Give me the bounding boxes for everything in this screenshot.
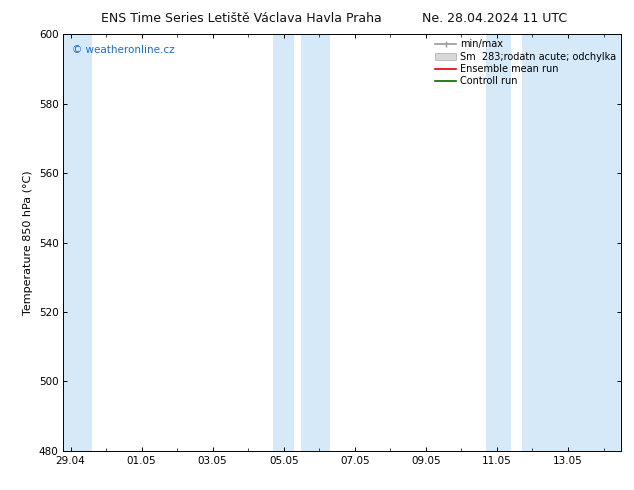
Text: © weatheronline.cz: © weatheronline.cz	[72, 45, 174, 55]
Text: Ne. 28.04.2024 11 UTC: Ne. 28.04.2024 11 UTC	[422, 12, 567, 25]
Text: ENS Time Series Letiště Václava Havla Praha: ENS Time Series Letiště Václava Havla Pr…	[101, 12, 381, 25]
Bar	[63, 34, 92, 451]
Bar	[486, 34, 511, 451]
Y-axis label: Temperature 850 hPa (°C): Temperature 850 hPa (°C)	[23, 170, 33, 315]
Bar	[302, 34, 330, 451]
Legend: min/max, Sm  283;rodatn acute; odchylka, Ensemble mean run, Controll run: min/max, Sm 283;rodatn acute; odchylka, …	[433, 37, 618, 88]
Bar	[273, 34, 294, 451]
Bar	[522, 34, 621, 451]
